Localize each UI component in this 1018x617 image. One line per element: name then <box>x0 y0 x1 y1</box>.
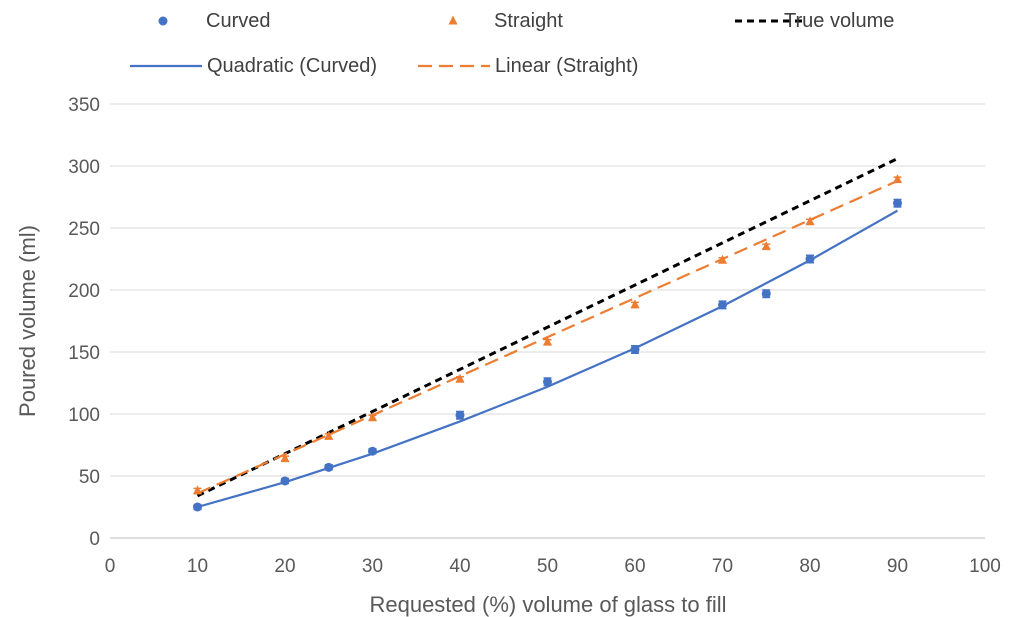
series-lines <box>196 157 899 509</box>
y-tick-label: 150 <box>68 343 100 364</box>
legend-label-curved: Curved <box>206 10 270 32</box>
y-tick-label: 100 <box>68 405 100 426</box>
point-curved <box>280 476 290 486</box>
legend: Curved Straight True volume Quadratic (Curv… <box>130 10 894 77</box>
point-straight <box>455 373 465 383</box>
y-tick-label: 300 <box>68 157 100 178</box>
y-tick-label: 250 <box>68 219 100 240</box>
x-tick-label: 10 <box>187 556 208 577</box>
x-tick-label: 60 <box>624 556 645 577</box>
point-straight <box>893 174 902 184</box>
y-tick-label: 50 <box>79 467 100 488</box>
legend-label-quadratic-curved: Quadratic (Curved) <box>207 55 377 77</box>
line-quadratic-curved <box>197 209 899 509</box>
point-curved <box>324 462 334 472</box>
point-curved <box>630 345 640 355</box>
point-curved <box>543 377 552 387</box>
point-curved <box>805 254 815 264</box>
point-straight <box>805 216 815 226</box>
gridlines <box>110 103 985 539</box>
y-tick-label: 350 <box>68 95 100 116</box>
point-straight <box>368 412 377 422</box>
point-curved <box>761 289 771 299</box>
y-tick-label: 200 <box>68 281 100 302</box>
x-axis-title: Requested (%) volume of glass to fill <box>369 592 726 617</box>
x-tick-label: 100 <box>969 556 1001 577</box>
point-curved <box>718 300 727 310</box>
x-tick-label: 90 <box>887 556 908 577</box>
point-straight <box>761 241 771 251</box>
legend-marker-straight <box>448 15 458 25</box>
y-axis-title: Poured volume (ml) <box>15 225 40 417</box>
point-curved <box>455 410 465 420</box>
x-tick-label: 20 <box>274 556 295 577</box>
legend-label-true-volume: True volume <box>784 10 894 32</box>
point-straight <box>324 430 334 440</box>
point-curved <box>893 198 902 208</box>
x-tick-labels: 0 10 20 30 40 50 60 70 80 90 100 <box>105 556 1001 577</box>
y-tick-labels: 0 50 100 150 200 250 300 350 <box>68 95 100 550</box>
point-straight <box>280 453 290 463</box>
legend-label-straight: Straight <box>494 10 563 32</box>
point-straight <box>718 254 727 264</box>
x-tick-label: 80 <box>799 556 820 577</box>
legend-label-linear-straight: Linear (Straight) <box>495 55 638 77</box>
x-tick-label: 50 <box>537 556 558 577</box>
point-curved <box>193 502 202 512</box>
line-true-volume <box>196 157 899 498</box>
point-curved <box>368 446 377 456</box>
point-straight <box>193 485 202 495</box>
legend-marker-curved <box>158 16 168 26</box>
y-tick-label: 0 <box>89 529 100 550</box>
point-straight <box>630 299 640 309</box>
point-straight <box>543 336 552 346</box>
series-points <box>193 174 902 512</box>
x-tick-label: 30 <box>362 556 383 577</box>
x-tick-label: 40 <box>449 556 470 577</box>
x-tick-label: 0 <box>105 556 116 577</box>
x-tick-label: 70 <box>712 556 733 577</box>
